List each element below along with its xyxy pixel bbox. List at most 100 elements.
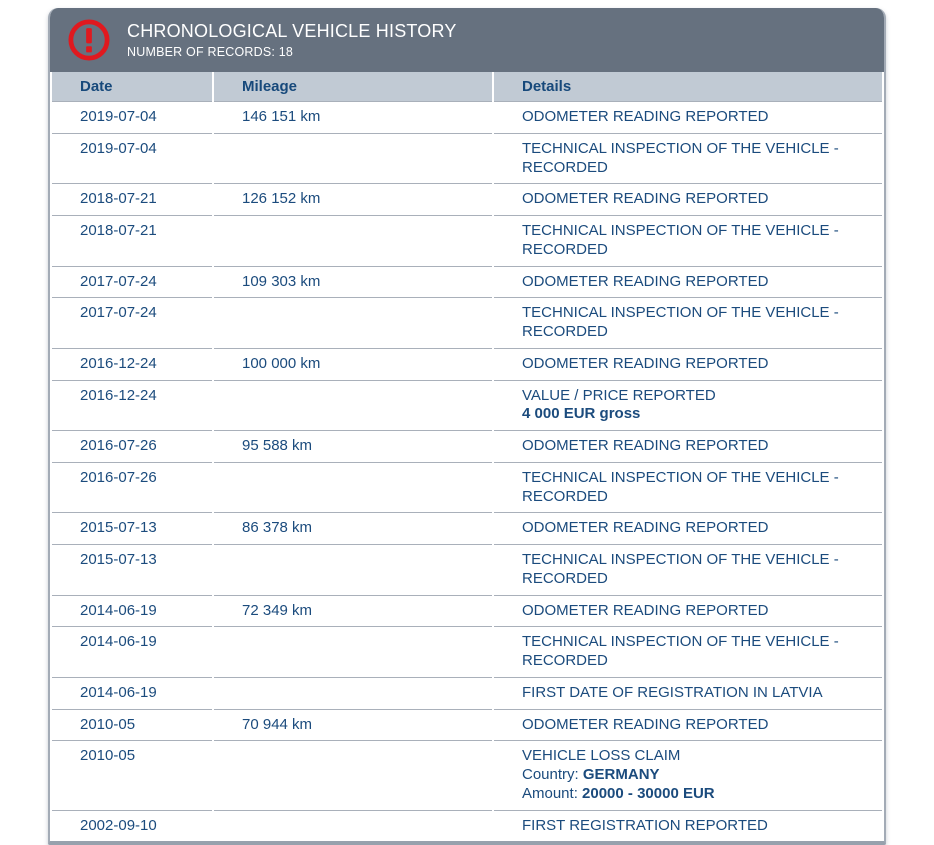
details-line: TECHNICAL INSPECTION OF THE VEHICLE - RE… — [522, 140, 867, 178]
details-value: GERMANY — [582, 766, 660, 783]
mileage-cell — [214, 626, 492, 677]
details-line: FIRST REGISTRATION REPORTED — [522, 817, 867, 836]
mileage-cell — [214, 379, 492, 430]
details-cell: TECHNICAL INSPECTION OF THE VEHICLE - RE… — [494, 626, 882, 677]
table-row: 2017-07-24 TECHNICAL INSPECTION OF THE V… — [52, 297, 882, 348]
details-text: Country: — [522, 766, 583, 783]
details-text: ODOMETER READING REPORTED — [522, 715, 769, 733]
details-line: TECHNICAL INSPECTION OF THE VEHICLE - RE… — [522, 551, 867, 589]
table-row: 2018-07-21 TECHNICAL INSPECTION OF THE V… — [52, 215, 882, 266]
mileage-cell: 109 303 km — [214, 265, 492, 298]
details-line: ODOMETER READING REPORTED — [522, 519, 867, 538]
mileage-cell: 86 378 km — [214, 512, 492, 544]
details-cell: FIRST DATE OF REGISTRATION IN LATVIA — [494, 676, 882, 709]
date-cell: 2016-07-26 — [52, 461, 212, 513]
mileage-cell — [214, 132, 492, 184]
column-header-details: Details — [494, 72, 882, 101]
date-cell: 2017-07-24 — [52, 265, 212, 298]
details-cell: ODOMETER READING REPORTED — [494, 101, 882, 133]
details-line: ODOMETER READING REPORTED — [522, 273, 867, 292]
mileage-cell — [214, 740, 492, 810]
mileage-cell: 95 588 km — [214, 430, 492, 462]
details-line: TECHNICAL INSPECTION OF THE VEHICLE - RE… — [522, 633, 867, 671]
mileage-cell: 146 151 km — [214, 101, 492, 133]
details-text: TECHNICAL INSPECTION OF THE VEHICLE - RE… — [522, 222, 839, 258]
details-line: TECHNICAL INSPECTION OF THE VEHICLE - RE… — [522, 222, 867, 260]
details-line: ODOMETER READING REPORTED — [522, 108, 867, 127]
table-row: 2018-07-21 126 152 km ODOMETER READING R… — [52, 183, 882, 215]
details-line: ODOMETER READING REPORTED — [522, 716, 867, 735]
table-row: 2016-12-24 VALUE / PRICE REPORTED 4 000 E… — [52, 379, 882, 430]
mileage-cell — [214, 676, 492, 709]
details-value: 4 000 EUR gross — [522, 405, 641, 423]
mileage-cell — [214, 809, 492, 842]
details-value: 20000 - 30000 EUR — [582, 784, 715, 802]
details-cell: TECHNICAL INSPECTION OF THE VEHICLE - RE… — [494, 215, 882, 266]
details-text: ODOMETER READING REPORTED — [522, 108, 769, 125]
details-text: VEHICLE LOSS CLAIM — [522, 747, 681, 765]
details-text: TECHNICAL INSPECTION OF THE VEHICLE - RE… — [522, 304, 839, 340]
details-cell: TECHNICAL INSPECTION OF THE VEHICLE - RE… — [494, 132, 882, 184]
details-line: VEHICLE LOSS CLAIM — [522, 747, 867, 766]
table-row: 2016-12-24 100 000 km ODOMETER READING R… — [52, 347, 882, 380]
date-cell: 2016-07-26 — [52, 430, 212, 462]
date-cell: 2017-07-24 — [52, 297, 212, 348]
date-cell: 2014-06-19 — [52, 594, 212, 627]
details-text: TECHNICAL INSPECTION OF THE VEHICLE - RE… — [522, 139, 839, 176]
details-text: ODOMETER READING REPORTED — [522, 601, 769, 619]
date-cell: 2015-07-13 — [52, 544, 212, 595]
details-cell: VALUE / PRICE REPORTED 4 000 EUR gross — [494, 379, 882, 430]
record-count-line: NUMBER OF RECORDS: 18 — [127, 45, 457, 59]
details-line: TECHNICAL INSPECTION OF THE VEHICLE - RE… — [522, 469, 867, 507]
panel-title: CHRONOLOGICAL VEHICLE HISTORY — [127, 21, 457, 42]
mileage-cell — [214, 215, 492, 266]
table-row: 2002-09-10 FIRST REGISTRATION REPORTED — [52, 809, 882, 842]
record-count-value: 18 — [278, 44, 294, 59]
date-cell: 2019-07-04 — [52, 132, 212, 184]
column-header-date: Date — [52, 72, 212, 101]
table-row: 2010-05 VEHICLE LOSS CLAIM Country: GERMA… — [52, 740, 882, 810]
date-cell: 2010-05 — [52, 708, 212, 741]
details-line: ODOMETER READING REPORTED — [522, 190, 867, 209]
details-cell: TECHNICAL INSPECTION OF THE VEHICLE - RE… — [494, 544, 882, 595]
details-cell: VEHICLE LOSS CLAIM Country: GERMANY Amount… — [494, 740, 882, 810]
details-cell: ODOMETER READING REPORTED — [494, 430, 882, 462]
details-line: ODOMETER READING REPORTED — [522, 355, 867, 374]
details-text: TECHNICAL INSPECTION OF THE VEHICLE - RE… — [522, 551, 839, 587]
column-header-row: Date Mileage Details — [52, 72, 882, 101]
details-cell: ODOMETER READING REPORTED — [494, 594, 882, 627]
details-text: ODOMETER READING REPORTED — [522, 437, 769, 454]
details-text: FIRST DATE OF REGISTRATION IN LATVIA — [522, 683, 823, 701]
mileage-cell: 100 000 km — [214, 347, 492, 380]
table-row: 2019-07-04 TECHNICAL INSPECTION OF THE V… — [52, 132, 882, 184]
panel-header: CHRONOLOGICAL VEHICLE HISTORY NUMBER OF … — [50, 8, 884, 72]
details-cell: ODOMETER READING REPORTED — [494, 347, 882, 380]
column-header-mileage: Mileage — [214, 72, 492, 101]
details-text: Amount: — [522, 784, 583, 802]
mileage-cell — [214, 297, 492, 348]
details-cell: ODOMETER READING REPORTED — [494, 265, 882, 298]
mileage-cell: 70 944 km — [214, 708, 492, 741]
details-text: ODOMETER READING REPORTED — [522, 519, 769, 537]
details-text: ODOMETER READING REPORTED — [522, 354, 769, 372]
date-cell: 2002-09-10 — [52, 809, 212, 842]
details-text: TECHNICAL INSPECTION OF THE VEHICLE - RE… — [522, 468, 839, 505]
details-line: TECHNICAL INSPECTION OF THE VEHICLE - RE… — [522, 304, 867, 342]
vehicle-history-panel: CHRONOLOGICAL VEHICLE HISTORY NUMBER OF … — [48, 8, 886, 845]
table-row: 2017-07-24 109 303 km ODOMETER READING R… — [52, 265, 882, 298]
table-row: 2014-06-19 TECHNICAL INSPECTION OF THE V… — [52, 626, 882, 677]
mileage-cell — [214, 461, 492, 513]
details-line: FIRST DATE OF REGISTRATION IN LATVIA — [522, 684, 867, 703]
history-table: Date Mileage Details 2019-07-04 146 151 … — [50, 72, 884, 842]
date-cell: 2016-12-24 — [52, 347, 212, 380]
details-cell: ODOMETER READING REPORTED — [494, 512, 882, 544]
date-cell: 2010-05 — [52, 740, 212, 810]
table-row: 2014-06-19 FIRST DATE OF REGISTRATION IN… — [52, 676, 882, 709]
details-line: 4 000 EUR gross — [522, 405, 867, 424]
details-line: Country: GERMANY — [522, 766, 867, 785]
details-cell: TECHNICAL INSPECTION OF THE VEHICLE - RE… — [494, 297, 882, 348]
table-row: 2014-06-19 72 349 km ODOMETER READING RE… — [52, 594, 882, 627]
date-cell: 2018-07-21 — [52, 183, 212, 215]
table-row: 2015-07-13 TECHNICAL INSPECTION OF THE V… — [52, 544, 882, 595]
alert-exclamation-icon — [68, 19, 110, 61]
